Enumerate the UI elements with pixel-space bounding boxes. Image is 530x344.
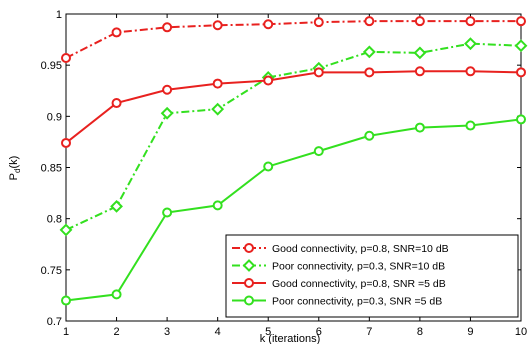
legend-entry: Good connectivity, p=0.8, SNR =5 dB — [232, 278, 446, 290]
series-line — [65, 118, 522, 302]
x-tick-label: 8 — [417, 326, 423, 338]
data-point — [464, 37, 477, 51]
series-3 — [61, 66, 526, 148]
data-point — [162, 84, 173, 95]
data-point — [61, 137, 71, 148]
y-axis-label-sub: d — [13, 169, 22, 173]
series-4 — [61, 114, 526, 306]
legend-box — [225, 234, 519, 318]
data-point — [465, 16, 476, 27]
data-point — [516, 114, 526, 125]
y-tick-label: 1 — [56, 9, 62, 21]
data-point — [162, 207, 173, 218]
data-point — [263, 19, 274, 30]
data-point — [313, 67, 324, 78]
y-tick-label: 0.75 — [41, 265, 62, 277]
x-tick-label: 5 — [265, 326, 271, 338]
y-tick-label: 0.8 — [47, 214, 62, 226]
data-point — [514, 39, 528, 53]
data-point — [413, 46, 427, 60]
data-point — [364, 16, 375, 27]
data-point — [313, 17, 324, 28]
y-tick-label: 0.9 — [47, 111, 62, 123]
data-point — [59, 223, 73, 237]
series-group — [59, 16, 528, 306]
legend-label: Poor connectivity, p=0.3, SNR =5 dB — [272, 296, 442, 308]
data-point — [313, 146, 324, 157]
series-line — [65, 20, 521, 59]
x-tick-label: 6 — [316, 326, 322, 338]
series-line — [65, 70, 522, 144]
x-tick-label: 9 — [467, 326, 473, 338]
data-point — [263, 75, 274, 86]
data-point — [516, 16, 526, 27]
data-point — [516, 67, 526, 78]
axis-ticks: 1 2 3 4 5 6 7 8 9 10 0.7 0.75 0.8 0.85 0.9 0.95 1 — [41, 9, 528, 338]
legend-label: Good connectivity, p=0.8, SNR =5 dB — [272, 278, 446, 290]
legend-label: Poor connectivity, p=0.3, SNR=10 dB — [272, 261, 445, 273]
data-point — [212, 200, 223, 211]
y-axis-label-suffix: (k) — [8, 156, 20, 169]
data-point — [414, 122, 425, 133]
data-point — [362, 45, 376, 59]
x-tick-label: 2 — [113, 326, 119, 338]
y-tick-label: 0.7 — [47, 316, 62, 328]
data-point — [211, 102, 225, 116]
series-line — [65, 42, 522, 231]
data-point — [414, 16, 425, 27]
data-point — [110, 199, 123, 213]
x-tick-label: 3 — [164, 326, 170, 338]
data-point — [160, 106, 174, 120]
data-point — [212, 20, 223, 31]
y-tick-label: 0.95 — [41, 60, 62, 72]
y-axis-label: Pd(k) — [8, 156, 22, 181]
legend-marker — [242, 259, 256, 272]
legend-entry: Good connectivity, p=0.8, SNR=10 dB — [232, 243, 449, 255]
x-tick-label: 1 — [63, 326, 69, 338]
x-tick-label: 10 — [515, 326, 527, 338]
legend: Good connectivity, p=0.8, SNR=10 dB Poor … — [225, 234, 519, 318]
x-axis-label: k (iterations) — [260, 333, 321, 344]
legend-marker — [244, 295, 254, 306]
data-point — [111, 27, 122, 38]
data-point — [465, 120, 476, 131]
data-point — [111, 98, 122, 109]
legend-label: Good connectivity, p=0.8, SNR=10 dB — [272, 243, 449, 255]
y-axis-label-main: P — [8, 173, 20, 180]
data-point — [61, 53, 71, 64]
data-point — [414, 66, 425, 77]
data-point — [465, 66, 476, 77]
legend-entry: Poor connectivity, p=0.3, SNR =5 dB — [232, 295, 442, 308]
series-2 — [59, 37, 528, 237]
data-point — [212, 78, 223, 89]
x-tick-label: 7 — [366, 326, 372, 338]
x-tick-label: 4 — [215, 326, 221, 338]
data-point — [162, 22, 173, 33]
legend-entry: Poor connectivity, p=0.3, SNR=10 dB — [232, 259, 445, 273]
data-point — [364, 130, 375, 141]
legend-marker — [244, 278, 254, 288]
data-point — [263, 161, 274, 172]
data-point — [364, 67, 375, 78]
legend-marker — [244, 243, 254, 253]
data-point — [61, 295, 71, 306]
series-1 — [61, 16, 526, 64]
y-tick-label: 0.85 — [41, 163, 62, 175]
data-point — [111, 289, 122, 300]
